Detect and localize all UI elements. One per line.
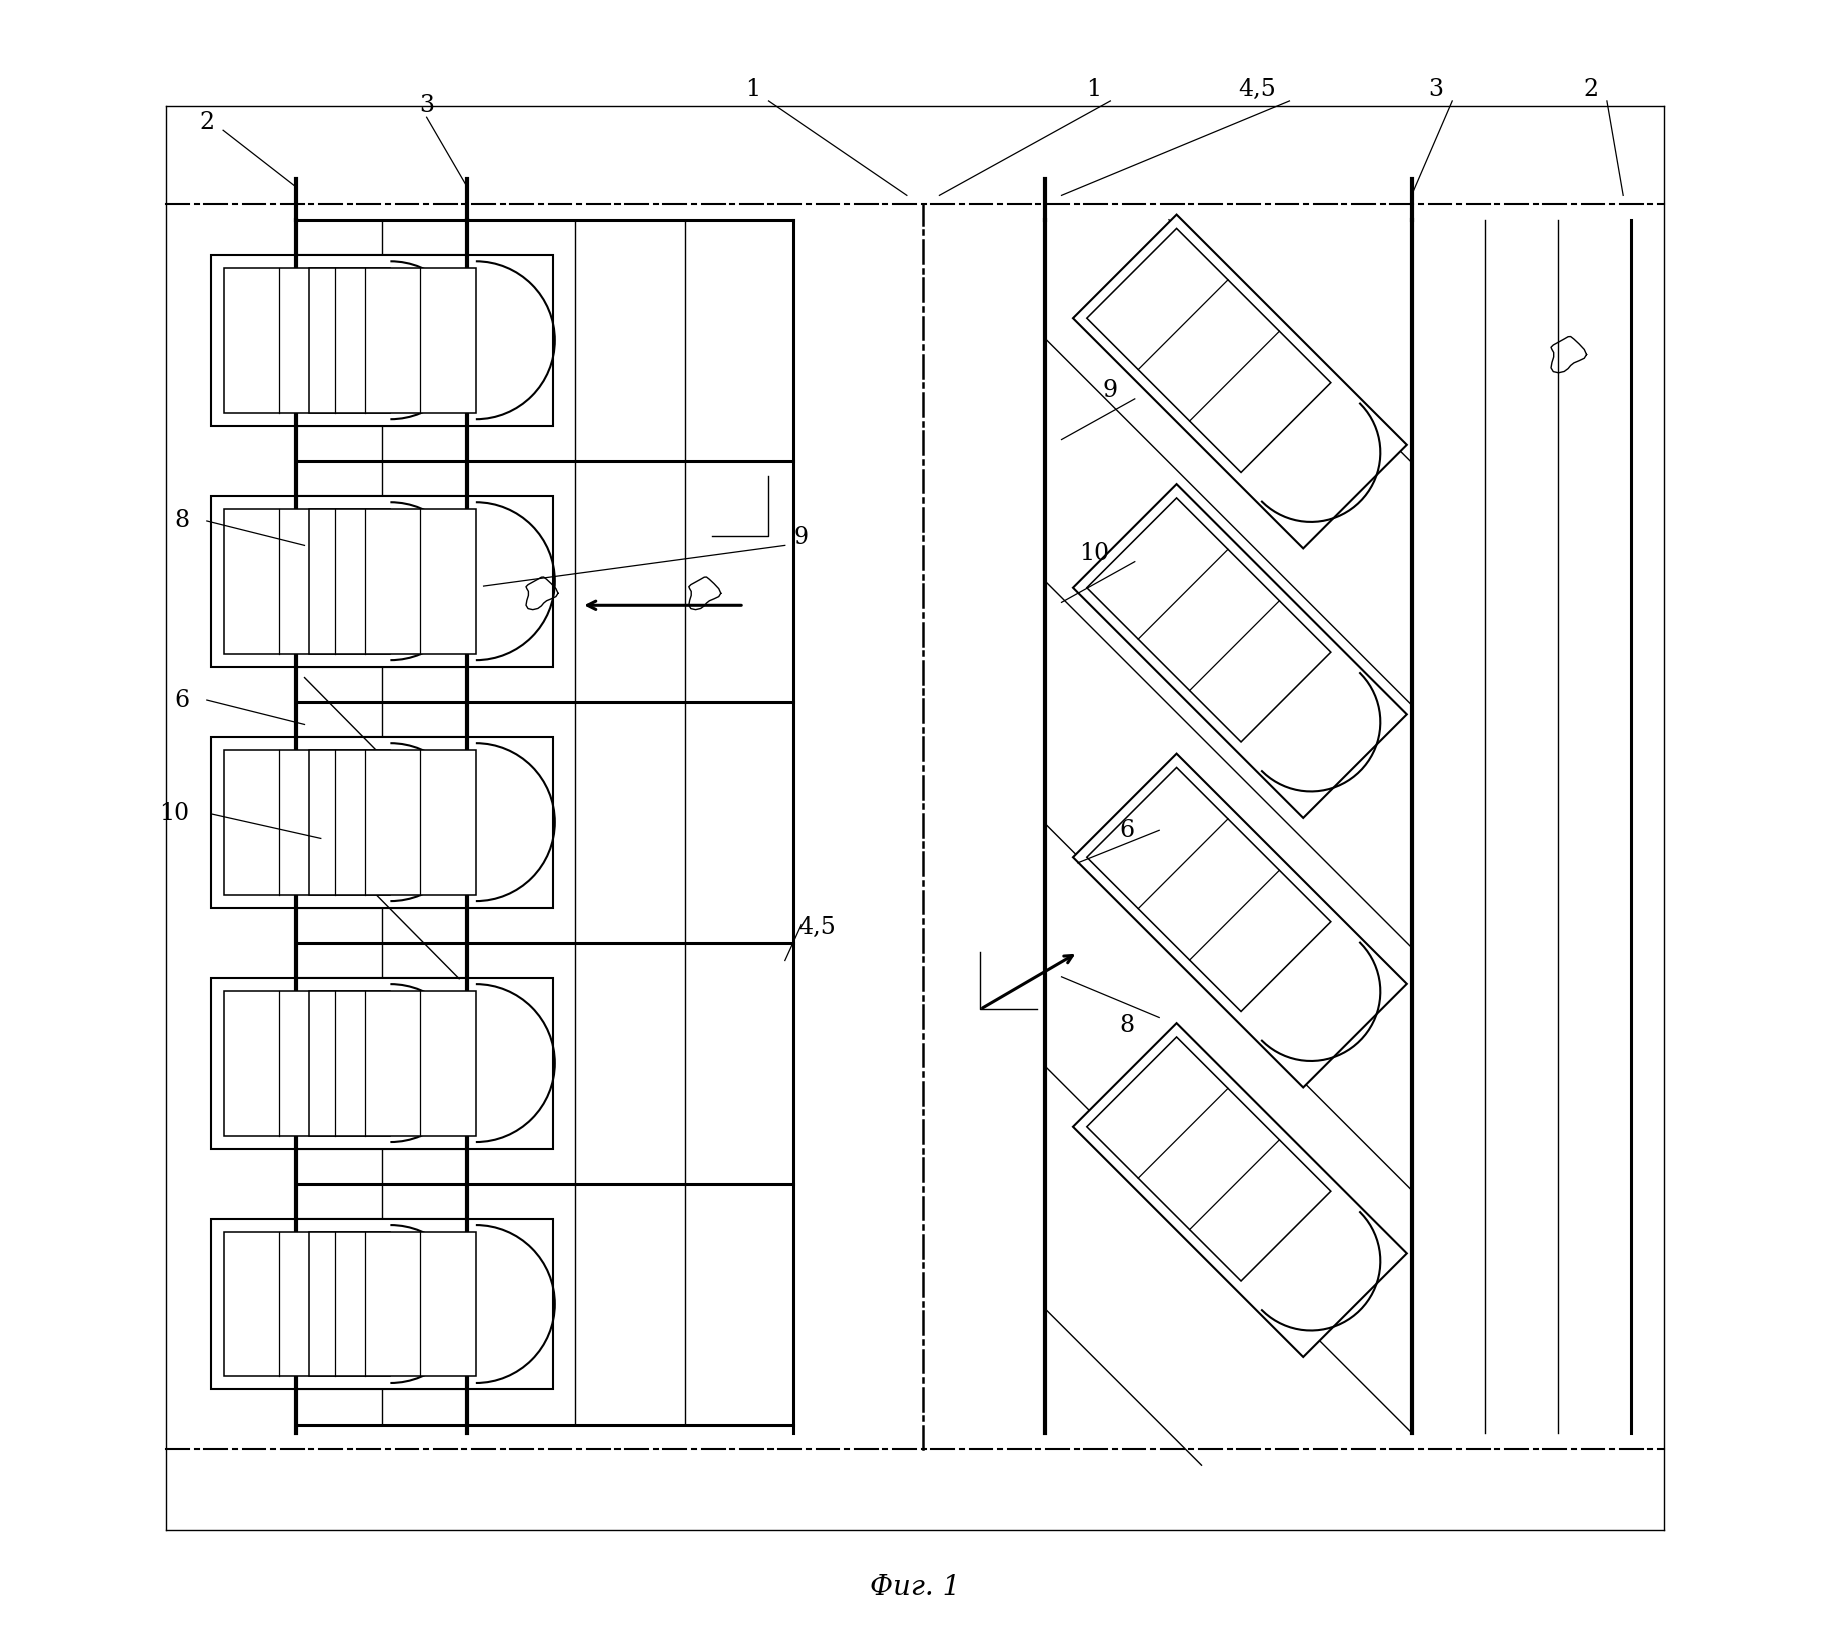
Bar	[210, 736, 467, 907]
Bar	[223, 269, 390, 414]
Bar	[309, 990, 476, 1136]
Bar	[296, 495, 553, 667]
Bar	[210, 977, 467, 1149]
Bar	[210, 495, 467, 667]
Bar	[210, 254, 467, 425]
Text: 4,5: 4,5	[798, 917, 836, 939]
Text: 8: 8	[176, 510, 190, 532]
Bar	[223, 990, 390, 1136]
Bar	[296, 254, 553, 425]
Polygon shape	[1072, 1022, 1407, 1358]
Bar	[210, 1218, 467, 1390]
Bar	[223, 508, 390, 654]
Text: 10: 10	[159, 803, 188, 825]
Text: 1: 1	[1087, 78, 1102, 101]
Polygon shape	[1072, 484, 1407, 817]
Polygon shape	[1072, 754, 1407, 1088]
Polygon shape	[1087, 498, 1330, 742]
Bar	[296, 736, 553, 907]
Text: 1: 1	[745, 78, 759, 101]
Bar	[223, 1231, 390, 1377]
Polygon shape	[1087, 767, 1330, 1011]
Bar	[309, 749, 476, 895]
Polygon shape	[1087, 228, 1330, 472]
Text: 2: 2	[199, 111, 214, 133]
Bar	[309, 269, 476, 414]
Bar	[296, 1218, 553, 1390]
Text: Фиг. 1: Фиг. 1	[869, 1574, 961, 1600]
Text: 3: 3	[1429, 78, 1444, 101]
Text: 9: 9	[794, 526, 809, 549]
Text: 6: 6	[176, 689, 190, 711]
Bar	[223, 749, 390, 895]
Text: 9: 9	[1103, 379, 1118, 402]
Polygon shape	[1087, 1037, 1330, 1281]
Text: 4,5: 4,5	[1239, 78, 1276, 101]
Bar	[296, 977, 553, 1149]
Text: 2: 2	[1583, 78, 1598, 101]
Text: 10: 10	[1080, 542, 1109, 565]
Bar	[309, 1231, 476, 1377]
Bar	[309, 508, 476, 654]
Text: 8: 8	[1120, 1014, 1135, 1037]
Text: 6: 6	[1120, 819, 1135, 842]
Text: 3: 3	[419, 94, 434, 117]
Polygon shape	[1072, 215, 1407, 549]
